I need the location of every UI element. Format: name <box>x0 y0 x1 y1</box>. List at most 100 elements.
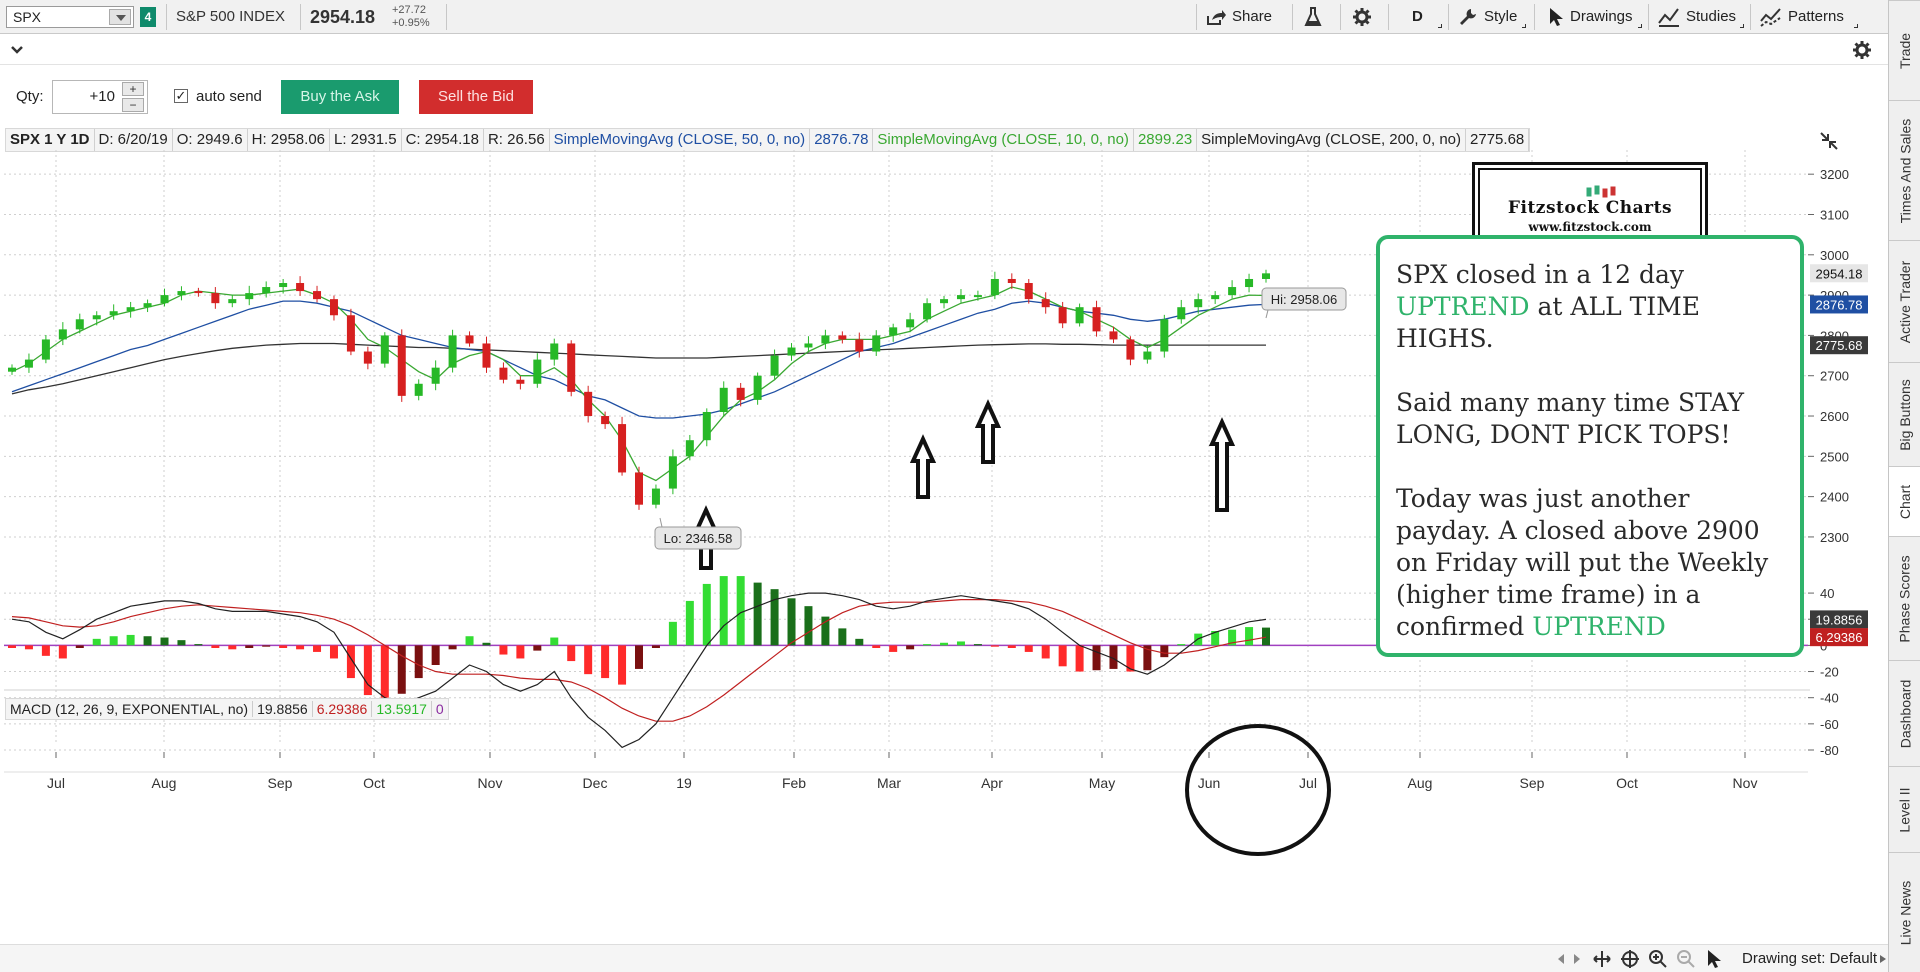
pan-icon[interactable] <box>1592 949 1612 969</box>
zoom-out-icon[interactable] <box>1676 949 1696 969</box>
macd-bar <box>770 589 779 646</box>
toolbar-divider <box>1388 4 1389 30</box>
studies-label: Studies <box>1686 8 1737 25</box>
symbol-dropdown-icon[interactable] <box>109 9 131 25</box>
scroll-right-icon[interactable] <box>1572 953 1582 965</box>
macd-bar <box>177 640 186 646</box>
macd-avg-badge-text: 6.29386 <box>1816 630 1863 645</box>
candle-body <box>889 327 898 336</box>
candle-body <box>516 379 525 384</box>
candle-body <box>1058 307 1067 324</box>
side-tab-active-trader[interactable]: Active Trader <box>1889 240 1920 362</box>
macd-label[interactable]: MACD (12, 26, 9, EXPONENTIAL, no) <box>6 701 254 717</box>
price-tick-label: 2400 <box>1820 490 1849 505</box>
sma10-label[interactable]: SimpleMovingAvg (CLOSE, 10, 0, no) <box>873 129 1134 151</box>
macd-bar <box>923 644 932 646</box>
macd-bar <box>1024 645 1033 652</box>
side-tab-dashboard[interactable]: Dashboard <box>1889 660 1920 766</box>
bar-high: H: 2958.06 <box>248 129 330 151</box>
candle-body <box>1041 299 1050 308</box>
macd-bar <box>956 641 965 646</box>
qty-decrement-button[interactable]: − <box>122 98 144 112</box>
price-chart[interactable]: 3200310030002900280027002600250024002300… <box>0 150 1888 944</box>
low-label: Lo: 2346.58 <box>664 531 733 546</box>
style-button[interactable]: Style <box>1458 0 1517 34</box>
toolbar-divider <box>166 4 167 30</box>
price-axis[interactable]: 3200310030002900280027002600250024002300… <box>1808 167 1868 545</box>
sell-bid-button[interactable]: Sell the Bid <box>419 80 533 114</box>
period-button[interactable]: D <box>1412 0 1423 34</box>
crosshair-icon[interactable] <box>1620 949 1640 969</box>
sma50-label[interactable]: SimpleMovingAvg (CLOSE, 50, 0, no) <box>550 129 811 151</box>
percent-change: +0.95% <box>392 17 430 29</box>
settings-button[interactable] <box>1352 0 1372 34</box>
last-price: 2954.18 <box>310 7 376 27</box>
share-button[interactable]: Share <box>1206 0 1272 34</box>
time-axis[interactable]: Jul Aug Sep Oct Nov Dec 19 Feb Mar Apr May Jun Jul Au… <box>4 752 1808 791</box>
candle-body <box>550 343 559 360</box>
chevron-down-icon[interactable] <box>10 45 24 55</box>
macd-tick-label: -20 <box>1820 665 1839 680</box>
macd-bar <box>482 642 491 646</box>
macd-bar <box>58 645 67 659</box>
macd-avg: 6.29386 <box>313 701 373 717</box>
cursor-arrow-icon <box>1550 8 1563 26</box>
patterns-button[interactable]: Patterns <box>1760 0 1844 34</box>
symbol-selector[interactable]: SPX <box>6 6 134 28</box>
chart-symbol-period[interactable]: SPX 1 Y 1D <box>6 129 95 151</box>
cursor-arrow-icon[interactable] <box>1706 949 1722 969</box>
scroll-left-icon[interactable] <box>1556 953 1566 965</box>
side-tab-live-news[interactable]: Live News <box>1889 852 1920 972</box>
macd-bar <box>618 645 627 685</box>
candle-body <box>380 335 389 364</box>
side-tab-level-ii[interactable]: Level II <box>1889 766 1920 852</box>
side-tab-big-buttons[interactable]: Big Buttons <box>1889 362 1920 466</box>
note-paragraph: Today was just another payday. A closed … <box>1396 483 1784 643</box>
time-tick-label: Nov <box>1733 775 1758 791</box>
collapse-arrows-icon[interactable] <box>1818 130 1840 152</box>
bar-close: C: 2954.18 <box>402 129 484 151</box>
candle-body <box>245 293 254 300</box>
auto-send-checkbox[interactable]: ✓ <box>174 88 188 103</box>
period-label: D <box>1412 8 1423 25</box>
side-tab-trade[interactable]: Trade <box>1889 0 1920 100</box>
macd-header: MACD (12, 26, 9, EXPONENTIAL, no) 19.885… <box>5 698 449 720</box>
drawings-button[interactable]: Drawings <box>1548 0 1633 34</box>
menu-corner-icon <box>1438 24 1442 28</box>
up-arrow-annotation <box>974 399 1002 464</box>
link-group-badge[interactable]: 4 <box>140 7 156 27</box>
zoom-in-icon[interactable] <box>1648 949 1668 969</box>
macd-bar <box>126 634 135 646</box>
candle-body <box>8 367 16 372</box>
macd-bar <box>973 644 982 646</box>
studies-button[interactable]: Studies <box>1658 0 1736 34</box>
macd-bar <box>736 576 745 646</box>
caret-icon[interactable] <box>1880 955 1886 963</box>
candle-body <box>618 424 627 473</box>
candle-body <box>58 329 67 340</box>
drawing-set-label[interactable]: Drawing set: Default <box>1742 950 1878 967</box>
flask-button[interactable] <box>1304 0 1322 34</box>
candle-body <box>923 303 932 320</box>
buy-ask-button[interactable]: Buy the Ask <box>281 80 399 114</box>
sma200-label[interactable]: SimpleMovingAvg (CLOSE, 200, 0, no) <box>1197 129 1467 151</box>
time-tick-label: Aug <box>152 775 177 791</box>
candle-body <box>92 315 101 320</box>
side-tab-phase-scores[interactable]: Phase Scores <box>1889 536 1920 660</box>
candle-body <box>1007 278 1016 284</box>
qty-increment-button[interactable]: + <box>122 82 144 96</box>
gear-icon[interactable] <box>1852 40 1872 60</box>
candle-body <box>41 339 50 360</box>
circle-annotation <box>1185 724 1331 856</box>
macd-bar <box>194 644 203 646</box>
time-tick-label: May <box>1089 775 1115 791</box>
side-tab-times-and-sales[interactable]: Times And Sales <box>1889 100 1920 240</box>
note-text: SPX closed in a 12 day <box>1396 260 1685 289</box>
side-tab-chart[interactable]: Chart <box>1889 466 1920 536</box>
macd-bar <box>1041 645 1050 659</box>
macd-bar <box>516 645 525 659</box>
macd-bar <box>940 642 949 646</box>
time-tick-label: Sep <box>268 775 293 791</box>
